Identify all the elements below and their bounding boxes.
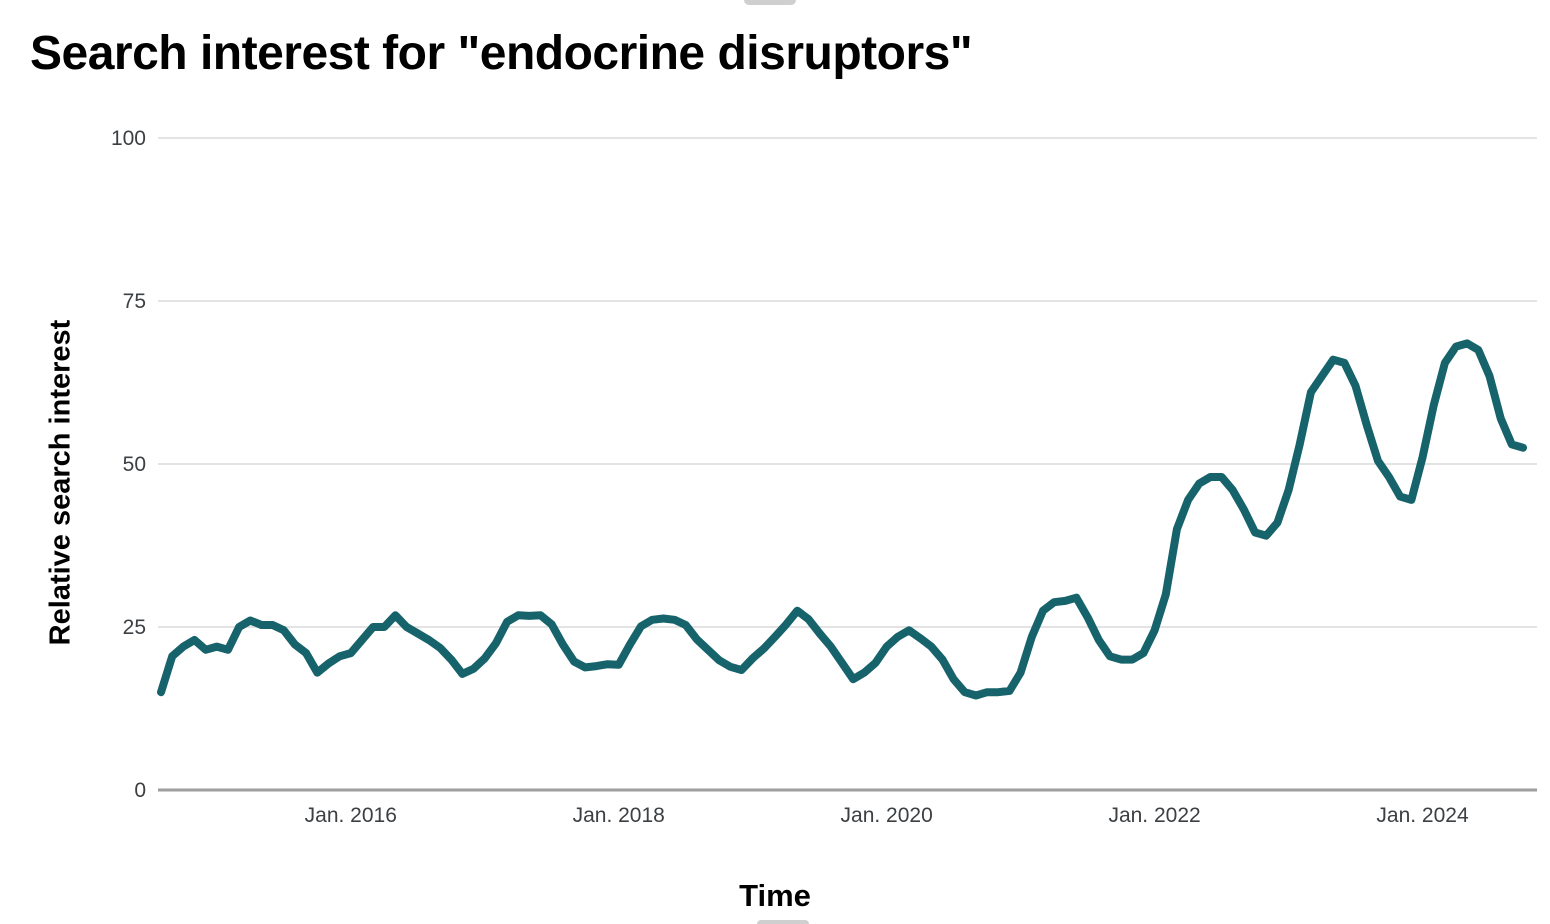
y-tick-label: 75 bbox=[123, 290, 146, 313]
x-tick-label: Jan. 2022 bbox=[1108, 804, 1200, 827]
x-tick-label: Jan. 2020 bbox=[841, 804, 933, 827]
chart-title: Search interest for "endocrine disruptor… bbox=[30, 27, 973, 80]
screen-artifact-bottom bbox=[757, 920, 809, 924]
y-tick-label: 100 bbox=[111, 127, 146, 150]
y-tick-label: 25 bbox=[123, 616, 146, 639]
x-axis-title: Time bbox=[739, 878, 811, 913]
y-tick-label: 0 bbox=[134, 779, 146, 802]
search-interest-series-line bbox=[157, 339, 1527, 700]
x-tick-label: Jan. 2018 bbox=[573, 804, 665, 827]
x-tick-label: Jan. 2016 bbox=[305, 804, 397, 827]
x-tick-label: Jan. 2024 bbox=[1376, 804, 1469, 827]
y-tick-label: 50 bbox=[123, 453, 146, 476]
screen-artifact-top bbox=[744, 0, 796, 5]
